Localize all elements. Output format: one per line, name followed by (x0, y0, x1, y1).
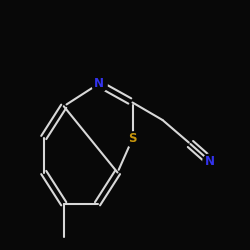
Text: N: N (94, 77, 104, 90)
Text: N: N (205, 155, 215, 168)
Text: S: S (128, 132, 137, 145)
